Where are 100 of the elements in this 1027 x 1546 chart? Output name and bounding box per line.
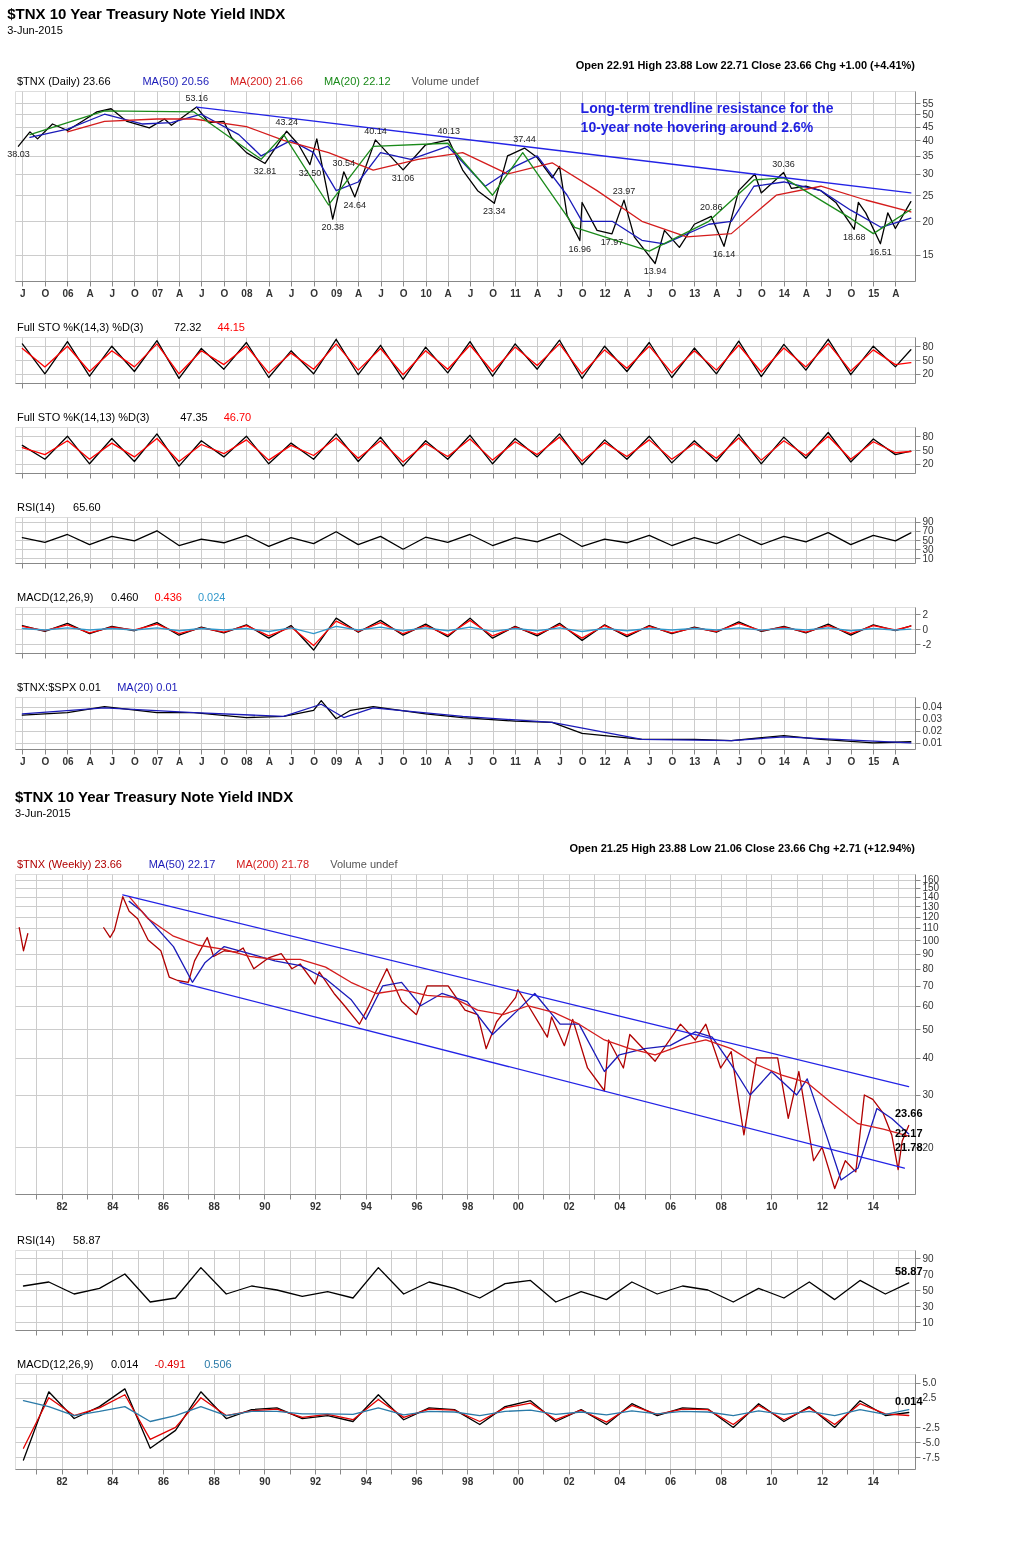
- x-tick-label: 14: [867, 1200, 880, 1212]
- x-tick-label: 88: [208, 1200, 221, 1212]
- y-tick-label: 90: [922, 1252, 935, 1264]
- x-tick-label: 82: [56, 1475, 69, 1487]
- x-tick-label: 94: [360, 1200, 373, 1212]
- x-tick-label: A: [623, 755, 632, 767]
- chart-subtitle: 3-Jun-2015: [15, 807, 71, 819]
- annotation: 18.68: [842, 232, 866, 243]
- x-tick-label: O: [489, 287, 498, 299]
- x-tick-label: O: [757, 755, 766, 767]
- x-tick-label: O: [41, 287, 50, 299]
- x-tick-label: 00: [512, 1200, 525, 1212]
- x-tick-label: 09: [331, 287, 343, 299]
- x-tick-label: J: [109, 287, 116, 299]
- annotation: 24.64: [343, 199, 367, 210]
- y-tick-label: 50: [922, 1284, 935, 1296]
- annotation: 13.94: [643, 266, 667, 277]
- y-tick-label: 0.03: [922, 713, 943, 725]
- x-tick-label: J: [825, 755, 832, 767]
- y-tick-label: 80: [922, 340, 935, 352]
- x-tick-label: J: [736, 287, 743, 299]
- annotation: 38.03: [7, 149, 30, 160]
- x-tick-label: J: [557, 755, 563, 767]
- x-tick-label: 86: [157, 1475, 170, 1487]
- y-tick-label: 70: [922, 525, 935, 537]
- x-tick-label: J: [199, 755, 205, 767]
- x-tick-label: O: [847, 287, 856, 299]
- text: $TNX (Weekly) 23.66: [17, 858, 122, 870]
- x-tick-label: 11: [510, 287, 522, 299]
- x-tick-label: 06: [62, 755, 74, 767]
- x-tick-label: 98: [462, 1475, 474, 1487]
- y-tick-label: 20: [922, 215, 935, 227]
- x-tick-label: J: [467, 287, 474, 299]
- x-tick-label: 10: [766, 1200, 778, 1212]
- chart-title: $TNX 10 Year Treasury Note Yield INDX: [15, 788, 294, 805]
- text: 58.87: [73, 1234, 101, 1246]
- x-tick-label: O: [131, 755, 139, 767]
- x-tick-label: 13: [689, 287, 701, 299]
- y-tick-label: 30: [922, 1089, 935, 1101]
- x-tick-label: J: [646, 755, 653, 767]
- y-tick-label: 90: [922, 516, 935, 528]
- x-tick-label: A: [175, 287, 184, 299]
- x-tick-label: J: [288, 755, 295, 767]
- text: Open 21.25 High 23.88 Low 21.06 Close 23.66 Chg +2.71 (+12.94%): [569, 842, 916, 854]
- x-tick-label: 11: [510, 755, 522, 767]
- line-series: [21, 625, 912, 635]
- y-tick-label: 2.5: [922, 1392, 937, 1404]
- annotation: 23.97: [612, 186, 636, 197]
- chart-title: Full STO %K(14,3) %D(3): [17, 321, 144, 333]
- series-label: $TNX (Daily) 23.66: [17, 75, 111, 87]
- x-tick-label: J: [557, 287, 563, 299]
- x-tick-label: 09: [331, 755, 343, 767]
- annotation: 40.13: [437, 125, 460, 136]
- x-tick-label: 12: [817, 1475, 829, 1487]
- text: -0.491: [154, 1358, 186, 1370]
- x-tick-label: 02: [563, 1200, 576, 1212]
- x-tick-label: O: [578, 755, 587, 767]
- x-tick-label: 92: [309, 1475, 322, 1487]
- x-tick-label: J: [736, 755, 743, 767]
- x-tick-label: A: [892, 755, 900, 767]
- x-tick-label: 10: [420, 755, 433, 767]
- series-label: 0.436: [154, 591, 182, 603]
- x-tick-label: 12: [599, 755, 612, 767]
- annotation: 20.38: [321, 222, 344, 233]
- x-tick-label: 02: [563, 1475, 576, 1487]
- y-tick-label: 30: [922, 543, 935, 555]
- series-label: 72.32: [173, 321, 202, 333]
- x-tick-label: A: [892, 287, 900, 299]
- y-tick-label: 50: [922, 444, 935, 456]
- y-tick-label: 130: [922, 900, 940, 912]
- series-label: 46.70: [223, 411, 252, 423]
- y-tick-label: 70: [922, 1268, 935, 1280]
- y-tick-label: 40: [922, 134, 935, 146]
- x-tick-label: 06: [62, 287, 74, 299]
- y-tick-label: 50: [922, 1023, 935, 1035]
- x-tick-label: A: [355, 755, 363, 767]
- x-tick-label: O: [220, 755, 229, 767]
- x-tick-label: O: [310, 287, 319, 299]
- y-tick-label: 70: [922, 980, 935, 992]
- y-tick-label: 100: [922, 934, 940, 946]
- text: MA(200) 21.78: [236, 858, 310, 870]
- y-tick-label: 50: [922, 108, 935, 120]
- x-tick-label: O: [399, 287, 408, 299]
- x-tick-label: 07: [151, 755, 164, 767]
- series-label: 44.15: [217, 321, 245, 333]
- y-tick-label: 10: [922, 552, 935, 564]
- y-tick-label: 140: [922, 891, 940, 903]
- chart-title: Full STO %K(14,13) %D(3): [17, 411, 150, 423]
- x-tick-label: J: [109, 755, 116, 767]
- x-tick-label: O: [668, 755, 677, 767]
- x-tick-label: 14: [867, 1475, 880, 1487]
- text: MA(20) 22.12: [323, 75, 391, 87]
- x-tick-label: 90: [259, 1475, 271, 1487]
- annotation: 30.36: [772, 158, 795, 169]
- data-label: 0.014: [894, 1394, 924, 1407]
- series-label: 47.35: [180, 411, 208, 423]
- x-tick-label: 00: [512, 1475, 525, 1487]
- series-label: $TNX:$SPX 0.01: [17, 681, 101, 693]
- y-tick-label: 20: [922, 368, 935, 380]
- x-tick-label: A: [86, 755, 94, 767]
